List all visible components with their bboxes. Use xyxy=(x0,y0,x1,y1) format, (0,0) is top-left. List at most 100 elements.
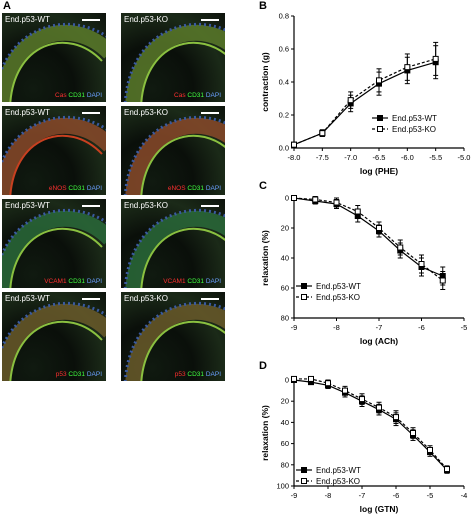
micrograph-r2-c1: End.p53-WT eNOS CD31 DAPI xyxy=(2,106,106,195)
data-point xyxy=(432,55,439,62)
legend-label: End.p53-WT xyxy=(392,114,437,123)
micrograph-r1-c1: End.p53-WT Cas CD31 DAPI xyxy=(2,13,106,102)
scale-bar xyxy=(201,205,219,207)
micrograph-r3-c2: End.p53-KO VCAM1 CD31 DAPI xyxy=(121,199,225,288)
micrograph-r4-c2: End.p53-KO p53 CD31 DAPI xyxy=(121,292,225,381)
data-point xyxy=(427,446,433,453)
data-point xyxy=(354,208,361,215)
y-tick-label: 80 xyxy=(281,460,289,469)
vessel-wall-image xyxy=(2,116,106,195)
x-tick-label: -5 xyxy=(427,491,434,500)
data-point xyxy=(347,97,354,104)
vessel-wall-image xyxy=(2,302,106,381)
stain-marker-label: Cas xyxy=(174,92,188,99)
stain-legend: eNOS CD31 DAPI xyxy=(168,185,221,192)
x-tick-label: -7.0 xyxy=(344,153,357,162)
stain-cd31-label: CD31 xyxy=(187,92,206,99)
x-tick-label: -4 xyxy=(461,491,468,500)
stain-cd31-label: CD31 xyxy=(68,92,87,99)
panel-label-b: B xyxy=(259,0,267,12)
y-tick-label: 0 xyxy=(285,376,289,385)
y-axis-label: contraction (g) xyxy=(262,52,270,112)
stain-legend: VCAM1 CD31 DAPI xyxy=(163,278,221,285)
chart-contraction-phe: -8.0 -7.5 -7.0 -6.5 -6.0 -5.5 -5.0 0.0 0.2 0.4 0.6… xyxy=(262,12,470,177)
stain-marker-label: eNOS xyxy=(167,185,188,192)
stain-dapi-label: DAPI xyxy=(205,371,221,378)
genotype-label: End.p53-KO xyxy=(124,15,169,24)
scale-bar xyxy=(82,112,100,114)
x-axis-label: log (PHE) xyxy=(360,166,398,176)
series-line xyxy=(293,379,448,471)
scale-bar xyxy=(82,298,100,300)
stain-marker-label: p53 xyxy=(174,371,188,378)
micrograph-r4-c1: End.p53-WT p53 CD31 DAPI xyxy=(2,292,106,381)
x-tick-label: -5 xyxy=(461,323,468,332)
panel-label-d: D xyxy=(259,360,267,372)
y-tick-label: 0.0 xyxy=(279,144,289,153)
scale-bar xyxy=(82,205,100,207)
micrograph-r2-c2: End.p53-KO eNOS CD31 DAPI xyxy=(121,106,225,195)
x-tick-label: -8 xyxy=(333,323,340,332)
data-point xyxy=(308,375,314,382)
data-point xyxy=(333,199,340,206)
scale-bar xyxy=(82,19,100,21)
y-tick-label: 80 xyxy=(281,314,289,323)
stain-cd31-label: CD31 xyxy=(68,185,87,192)
scale-bar xyxy=(201,19,219,21)
stain-dapi-label: DAPI xyxy=(86,278,102,285)
data-point xyxy=(439,277,446,284)
x-tick-label: -6 xyxy=(393,491,400,500)
panel-label-c: C xyxy=(259,180,267,192)
genotype-label: End.p53-WT xyxy=(5,201,50,210)
data-point xyxy=(342,387,348,394)
x-tick-label: -8.0 xyxy=(288,153,301,162)
genotype-label: End.p53-WT xyxy=(5,108,50,117)
legend-marker xyxy=(301,283,307,289)
data-point xyxy=(325,380,331,387)
x-tick-label: -9 xyxy=(291,323,298,332)
y-tick-label: 0.6 xyxy=(279,45,289,54)
legend-marker xyxy=(301,467,307,473)
stain-legend: p53 CD31 DAPI xyxy=(175,371,221,378)
y-tick-label: 0.2 xyxy=(279,111,289,120)
y-axis-label: relaxation (%) xyxy=(262,230,270,286)
x-tick-label: -6.0 xyxy=(401,153,414,162)
stain-cd31-label: CD31 xyxy=(68,278,87,285)
y-tick-label: 60 xyxy=(281,284,289,293)
stain-cd31-label: CD31 xyxy=(187,371,206,378)
x-tick-label: -5.5 xyxy=(429,153,442,162)
stain-cd31-label: CD31 xyxy=(187,278,206,285)
stain-legend: Cas CD31 DAPI xyxy=(55,92,102,99)
y-tick-label: 0.8 xyxy=(279,12,289,21)
stain-legend: eNOS CD31 DAPI xyxy=(49,185,102,192)
legend-marker xyxy=(377,126,383,132)
genotype-label: End.p53-KO xyxy=(124,294,169,303)
micrograph-r1-c2: End.p53-KO Cas CD31 DAPI xyxy=(121,13,225,102)
genotype-label: End.p53-KO xyxy=(124,108,169,117)
data-point xyxy=(376,225,382,231)
x-axis-label: log (ACh) xyxy=(360,336,398,346)
x-tick-label: -6 xyxy=(418,323,425,332)
y-tick-label: 20 xyxy=(281,397,289,406)
vessel-wall-image xyxy=(123,116,225,195)
stain-legend: VCAM1 CD31 DAPI xyxy=(44,278,102,285)
stain-cd31-label: CD31 xyxy=(68,371,87,378)
chart-relaxation-gtn: -9 -8 -7 -6 -5 -4 0 20 40 60 80 100 log (GTN) relaxat… xyxy=(262,375,468,515)
data-point xyxy=(359,396,365,403)
stain-dapi-label: DAPI xyxy=(205,278,221,285)
genotype-label: End.p53-WT xyxy=(5,294,50,303)
micrograph-r3-c1: End.p53-WT VCAM1 CD31 DAPI xyxy=(2,199,106,288)
legend-marker xyxy=(301,478,307,484)
genotype-label: End.p53-KO xyxy=(124,201,169,210)
chart-relaxation-ach: -9 -8 -7 -6 -5 0 20 40 60 80 log (ACh) relaxation (… xyxy=(262,194,468,347)
y-tick-label: 0.4 xyxy=(279,78,289,87)
stain-legend: p53 CD31 DAPI xyxy=(56,371,102,378)
stain-cd31-label: CD31 xyxy=(187,185,206,192)
stain-dapi-label: DAPI xyxy=(86,92,102,99)
stain-dapi-label: DAPI xyxy=(86,371,102,378)
y-axis-label: relaxation (%) xyxy=(262,405,270,461)
data-point xyxy=(393,414,399,421)
stain-marker-label: p53 xyxy=(55,371,69,378)
y-tick-label: 100 xyxy=(276,482,289,491)
stain-marker-label: Cas xyxy=(55,92,69,99)
